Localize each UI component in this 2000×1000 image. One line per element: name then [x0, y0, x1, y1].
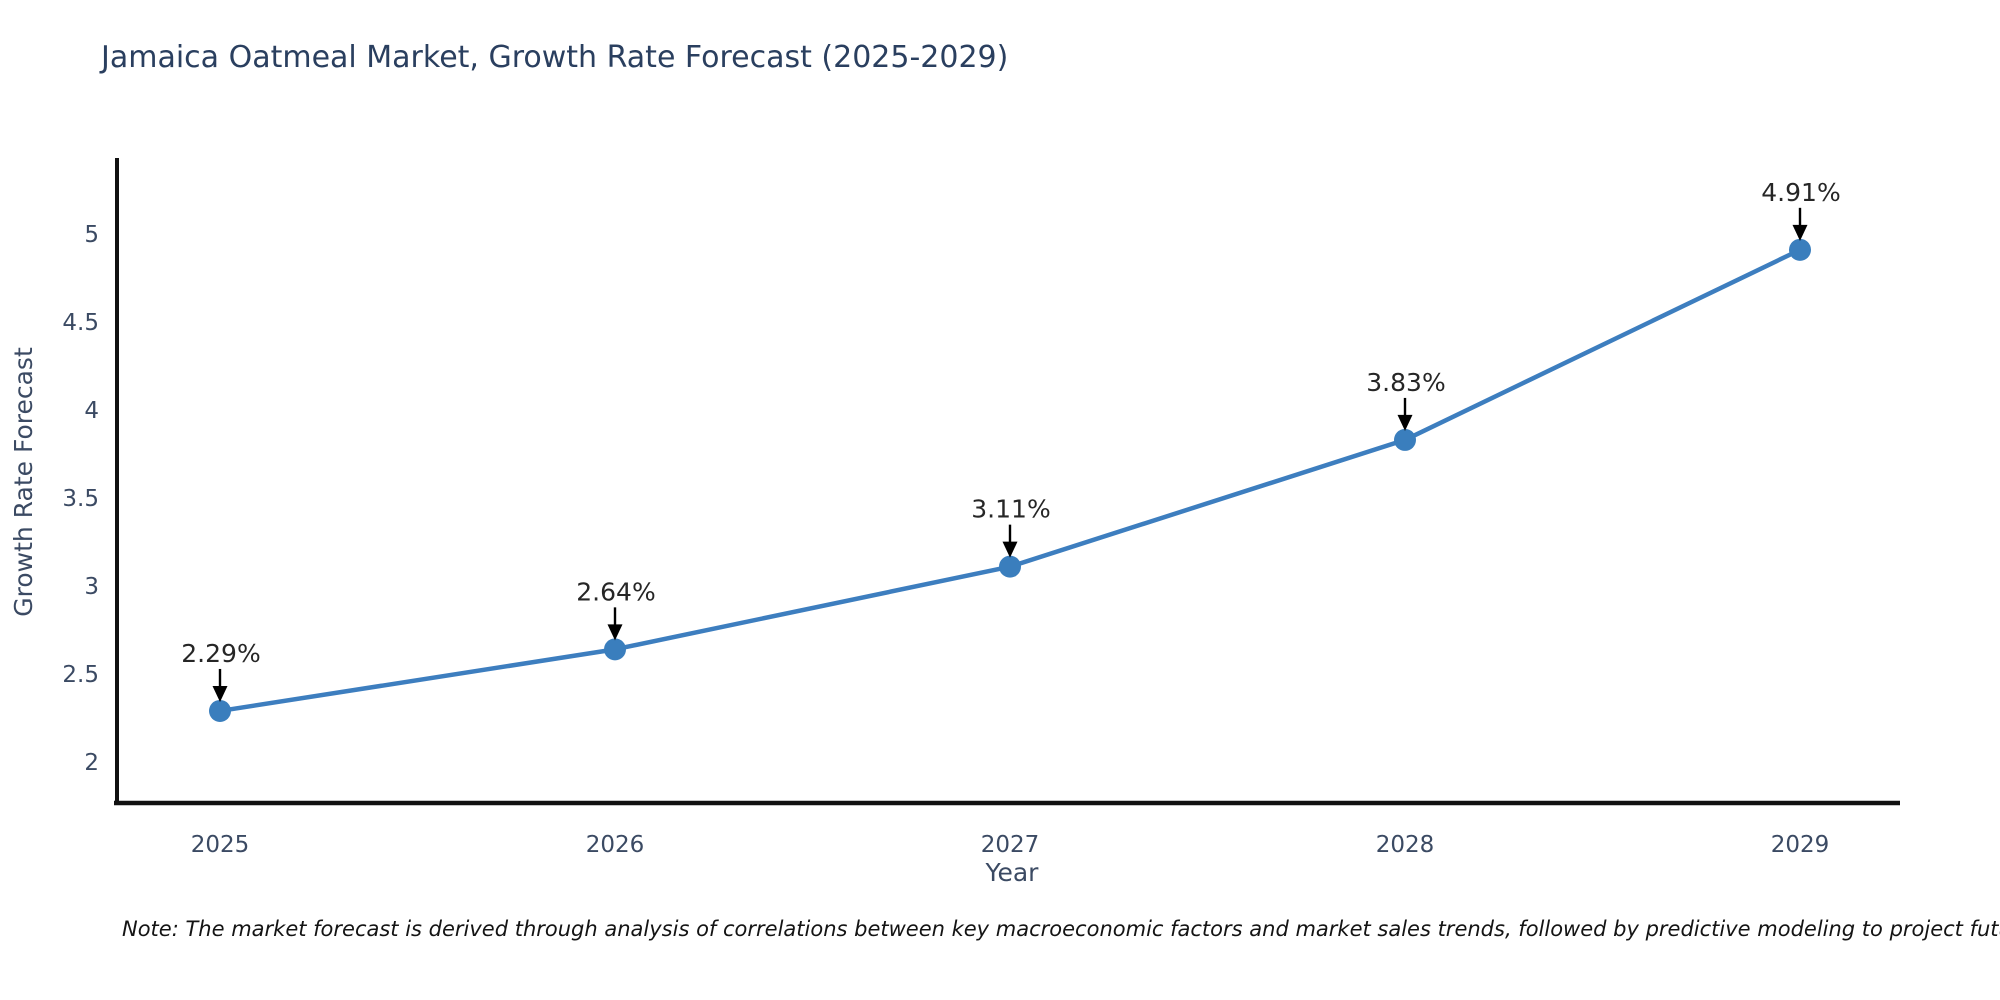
data-point-label: 4.91%: [1761, 178, 1840, 207]
x-axis-tick-label: 2025: [191, 832, 250, 858]
x-axis-tick-label: 2026: [586, 832, 645, 858]
forecast-line: [217, 247, 1803, 714]
data-point: [1789, 238, 1811, 261]
data-point-label: 2.64%: [576, 577, 655, 606]
y-axis-tick-label: 3.5: [62, 486, 99, 512]
y-axis-tick-label: 4.5: [62, 310, 99, 336]
y-axis-tick-label: 5: [84, 222, 99, 248]
data-point-label: 3.83%: [1366, 368, 1445, 397]
data-point: [209, 699, 231, 722]
y-axis-tick-label: 4: [84, 398, 99, 424]
y-axis-tick-label: 2.5: [62, 662, 99, 688]
annotation-arrowhead: [1002, 541, 1018, 558]
data-point-label: 2.29%: [181, 639, 260, 668]
footnote-text: Note: The market forecast is derived thr…: [122, 917, 2000, 941]
y-axis-tick-label: 2: [84, 750, 99, 776]
data-point: [1394, 428, 1416, 451]
annotation-arrowhead: [1792, 224, 1808, 241]
x-axis-tick-label: 2029: [1771, 832, 1830, 858]
data-point: [999, 555, 1021, 578]
x-axis-title: Year: [985, 858, 1040, 887]
data-point-label: 3.11%: [971, 495, 1050, 524]
chart-title: Jamaica Oatmeal Market, Growth Rate Fore…: [101, 40, 1009, 75]
annotation-arrowhead: [607, 624, 623, 641]
y-axis-title: Growth Rate Forecast: [9, 347, 38, 617]
x-axis-tick-label: 2028: [1376, 832, 1435, 858]
x-axis-tick-label: 2027: [981, 832, 1040, 858]
y-axis-tick-label: 3: [84, 574, 99, 600]
annotation-arrowhead: [1397, 414, 1413, 431]
data-point: [604, 638, 626, 661]
annotation-arrowhead: [212, 685, 228, 702]
